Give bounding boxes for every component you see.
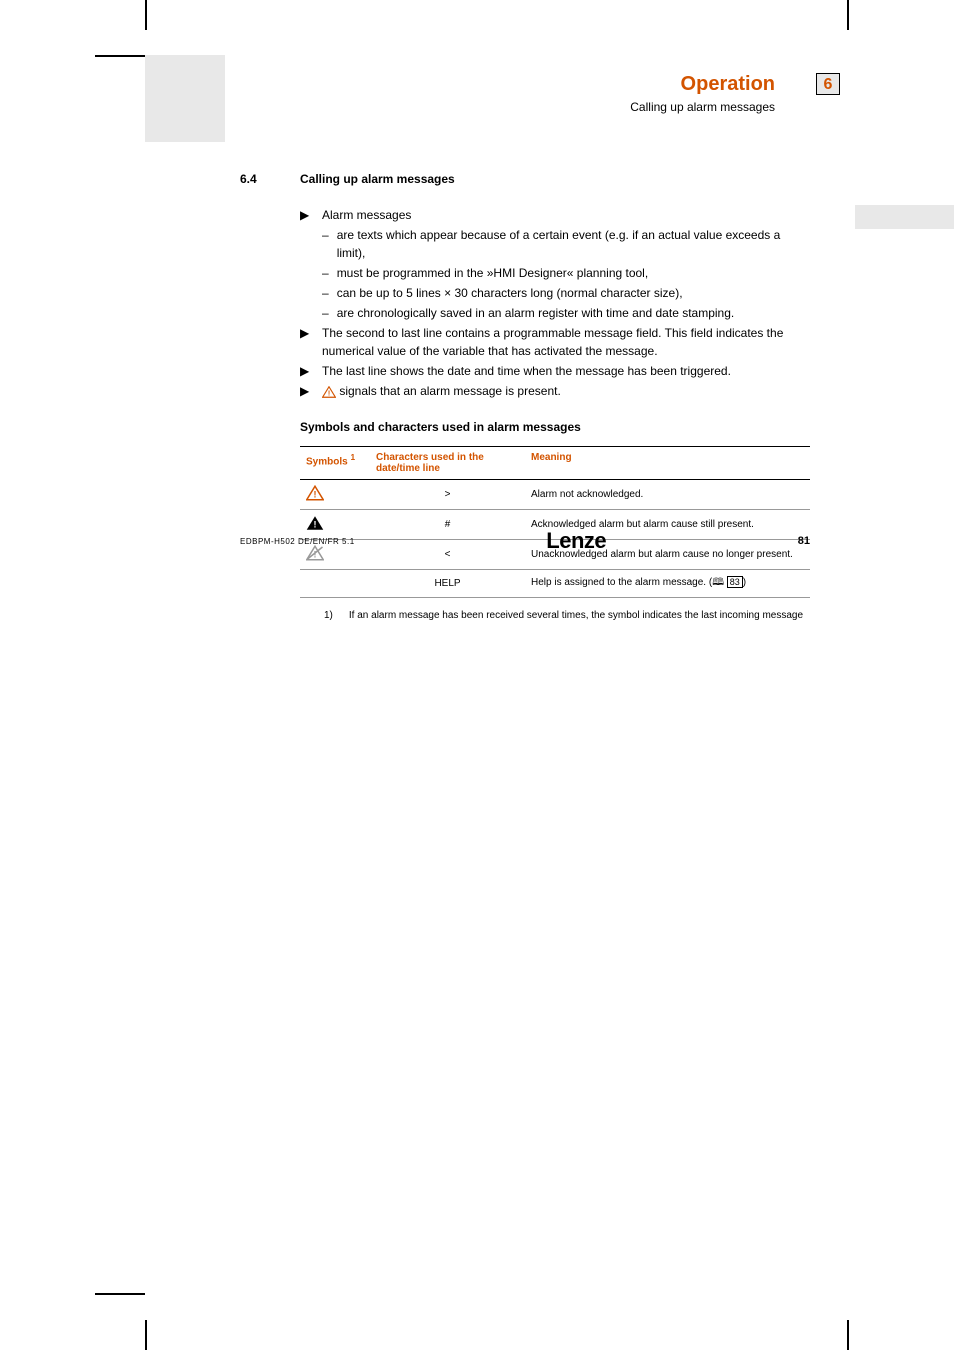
- page-title: Operation: [145, 73, 855, 96]
- footnote-text: If an alarm message has been received se…: [349, 610, 803, 621]
- page-subtitle: Calling up alarm messages: [145, 100, 855, 114]
- margin-gray-stripe: [855, 205, 954, 229]
- table-row: ! > Alarm not acknowledged.: [300, 480, 810, 510]
- warning-triangle-icon: !: [322, 386, 336, 398]
- crop-mark: [95, 1293, 145, 1295]
- footnote-number: 1): [324, 610, 333, 621]
- list-sub-text: must be programmed in the »HMI Designer«…: [337, 264, 649, 282]
- list-item: ▶ The second to last line contains a pro…: [300, 324, 810, 360]
- meaning-cell: Help is assigned to the alarm message. (…: [525, 570, 810, 598]
- list-sub-item: –are chronologically saved in an alarm r…: [322, 304, 810, 322]
- list-item-text: signals that an alarm message is present…: [339, 384, 560, 398]
- book-icon: 🕮: [712, 577, 724, 588]
- triangle-bullet-icon: ▶: [300, 382, 312, 400]
- character-cell: HELP: [370, 570, 525, 598]
- dash-icon: –: [322, 304, 329, 322]
- warning-triangle-outline-icon: !: [306, 485, 324, 501]
- list-sub-item: –are texts which appear because of a cer…: [322, 226, 810, 262]
- dash-icon: –: [322, 226, 329, 262]
- list-sub-item: –can be up to 5 lines × 30 characters lo…: [322, 284, 810, 302]
- list-item-text: The last line shows the date and time wh…: [322, 362, 810, 380]
- svg-text:!: !: [314, 490, 317, 500]
- table-heading: Symbols and characters used in alarm mes…: [300, 420, 810, 434]
- chapter-number-badge: 6: [816, 73, 840, 95]
- page-footer: EDBPM-H502 DE/EN/FR 5.1 Lenze 81: [145, 528, 855, 554]
- dash-icon: –: [322, 264, 329, 282]
- character-cell: >: [370, 480, 525, 510]
- dash-icon: –: [322, 284, 329, 302]
- list-item: ▶ ! signals that an alarm message is pre…: [300, 382, 810, 400]
- crop-mark: [847, 1320, 849, 1350]
- document-code: EDBPM-H502 DE/EN/FR 5.1: [240, 537, 355, 546]
- table-header-symbols: Symbols 1: [300, 447, 370, 480]
- triangle-bullet-icon: ▶: [300, 206, 312, 224]
- crop-mark: [145, 1320, 147, 1350]
- triangle-bullet-icon: ▶: [300, 362, 312, 380]
- section-title: Calling up alarm messages: [300, 172, 810, 186]
- table-header-characters: Characters used in the date/time line: [370, 447, 525, 480]
- symbol-cell: !: [300, 480, 370, 510]
- list-item-text: Alarm messages: [322, 208, 411, 222]
- table-row: HELP Help is assigned to the alarm messa…: [300, 570, 810, 598]
- table-footnote: 1) If an alarm message has been received…: [300, 610, 810, 621]
- list-item-text: The second to last line contains a progr…: [322, 324, 810, 360]
- crop-mark: [145, 0, 147, 30]
- page-number: 81: [798, 535, 810, 547]
- list-sub-text: are chronologically saved in an alarm re…: [337, 304, 735, 322]
- page-reference-link[interactable]: 83: [727, 576, 743, 588]
- crop-mark: [95, 55, 145, 57]
- list-sub-text: are texts which appear because of a cert…: [337, 226, 810, 262]
- meaning-cell: Alarm not acknowledged.: [525, 480, 810, 510]
- page-header: Operation Calling up alarm messages 6: [145, 55, 855, 122]
- list-item: ▶ Alarm messages: [300, 206, 810, 224]
- svg-text:!: !: [328, 390, 330, 397]
- list-item: ▶ The last line shows the date and time …: [300, 362, 810, 380]
- table-header-meaning: Meaning: [525, 447, 810, 480]
- crop-mark: [847, 0, 849, 30]
- list-sub-text: can be up to 5 lines × 30 characters lon…: [337, 284, 683, 302]
- bullet-list: ▶ Alarm messages –are texts which appear…: [300, 206, 810, 400]
- symbol-cell: [300, 570, 370, 598]
- triangle-bullet-icon: ▶: [300, 324, 312, 360]
- alarm-symbols-table: Symbols 1 Characters used in the date/ti…: [300, 446, 810, 598]
- list-sub-item: –must be programmed in the »HMI Designer…: [322, 264, 810, 282]
- lenze-logo: Lenze: [546, 528, 606, 554]
